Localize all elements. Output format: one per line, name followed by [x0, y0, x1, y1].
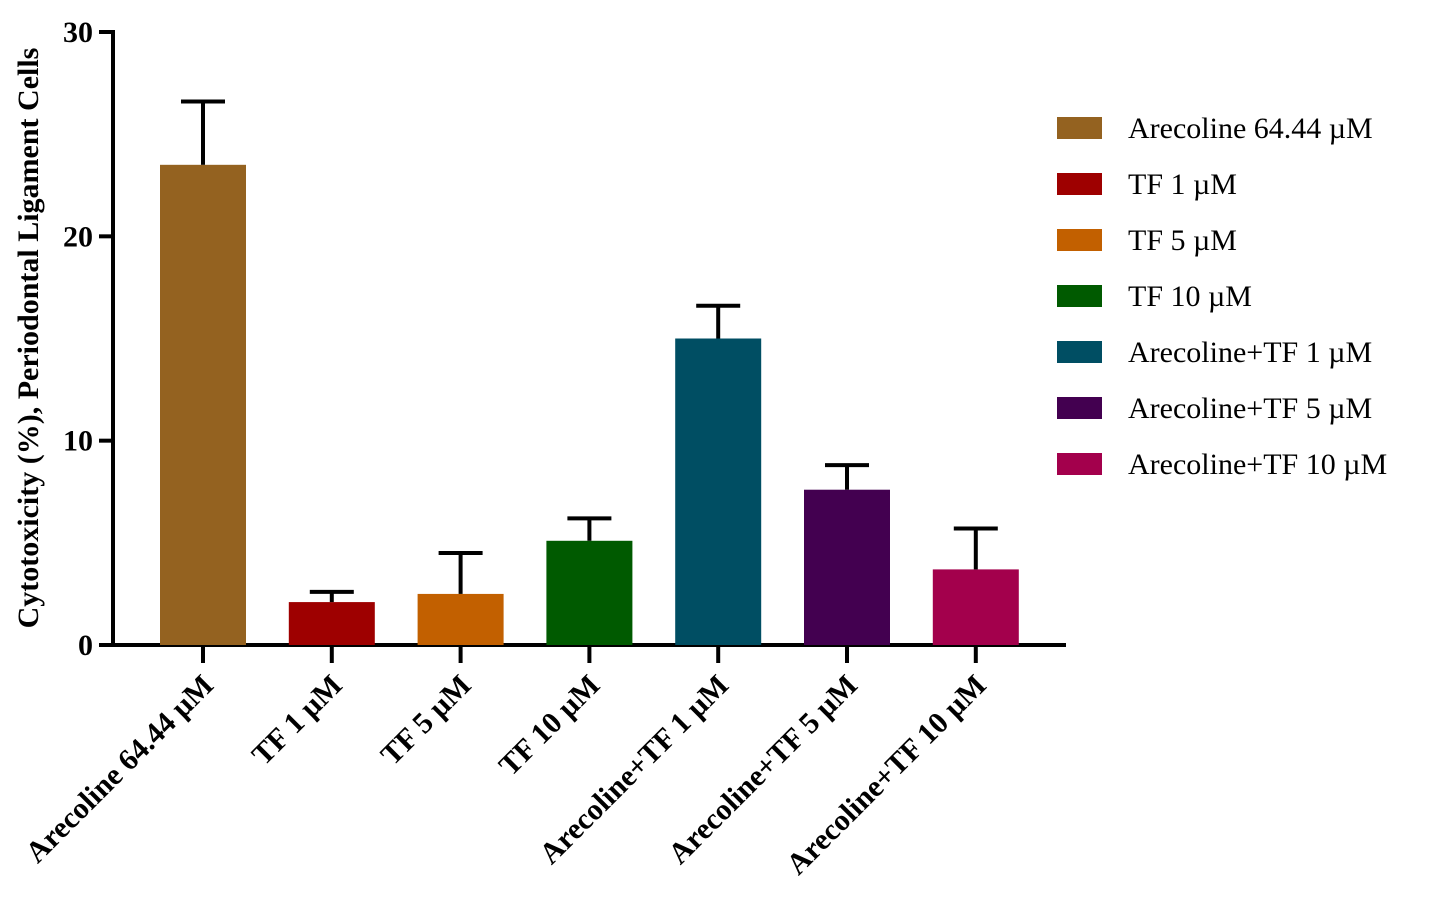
bar: [546, 540, 633, 645]
legend-entry-label: Arecoline+TF 1 µM: [1128, 336, 1372, 369]
legend-swatch: [1057, 285, 1102, 307]
legend-entry-label: Arecoline+TF 10 µM: [1128, 448, 1387, 481]
legend-entry-label: Arecoline 64.44 µM: [1128, 112, 1373, 145]
y-tick-label: 20: [63, 220, 93, 253]
legend-swatch: [1057, 229, 1102, 251]
legend-swatch: [1057, 173, 1102, 195]
x-tick-label: Arecoline 64.44 µM: [19, 669, 220, 870]
legend-entry-label: Arecoline+TF 5 µM: [1128, 392, 1372, 425]
y-tick-label: 0: [78, 629, 93, 662]
y-axis-label: Cytotoxicity (%), Periodontal Ligament C…: [12, 48, 45, 629]
bar: [288, 602, 375, 645]
bar: [804, 489, 890, 645]
bar: [675, 338, 762, 645]
legend-entry-label: TF 1 µM: [1128, 168, 1237, 201]
error-bars-group: [181, 99, 998, 603]
bar: [932, 569, 1019, 645]
x-tick-label: TF 1 µM: [246, 669, 349, 772]
legend-swatch: [1057, 397, 1102, 419]
x-tick-labels: Arecoline 64.44 µM TF 1 µM TF 5 µM TF 10 µM…: [19, 669, 993, 882]
y-tick-labels: 0 10 20 30: [63, 16, 93, 662]
x-tick-label: TF 10 µM: [493, 669, 607, 783]
legend-swatch: [1057, 117, 1102, 139]
legend-entry-label: TF 10 µM: [1128, 280, 1252, 313]
bar: [160, 164, 246, 646]
legend: Arecoline 64.44 µM TF 1 µM TF 5 µM TF 10 µM…: [1057, 112, 1387, 481]
y-tick-label: 30: [63, 16, 93, 49]
bars-group: [160, 164, 1019, 646]
y-tick-label: 10: [63, 425, 93, 458]
legend-entry-label: TF 5 µM: [1128, 224, 1237, 257]
x-tick-label: TF 5 µM: [374, 669, 477, 772]
legend-swatch: [1057, 453, 1102, 475]
legend-swatch: [1057, 341, 1102, 363]
bar: [417, 593, 504, 645]
